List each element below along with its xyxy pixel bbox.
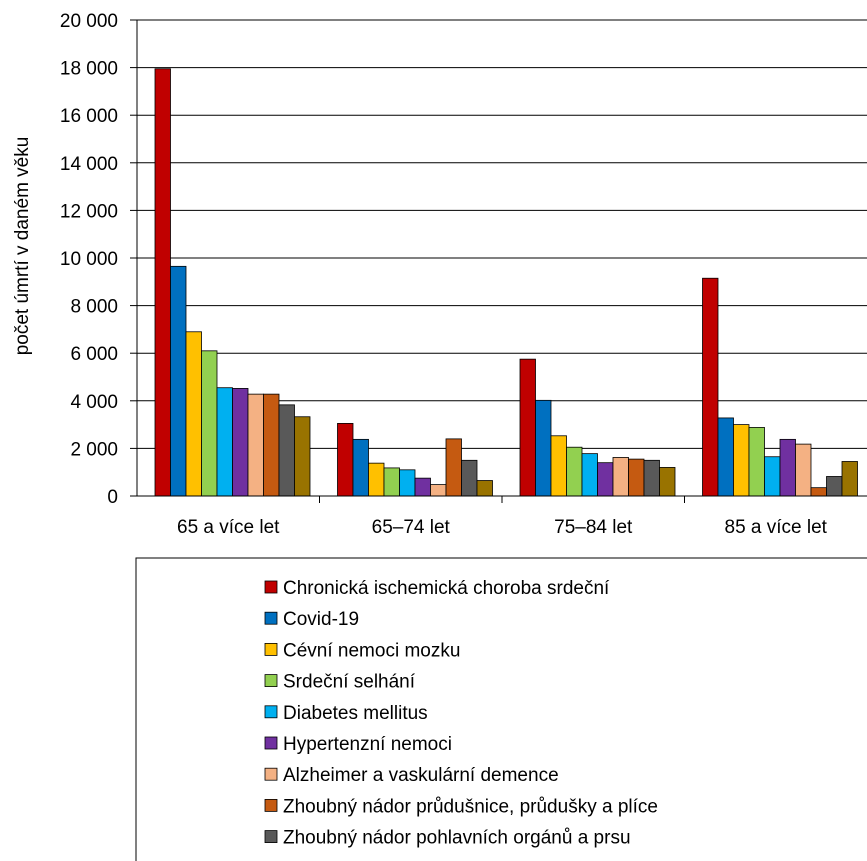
bar xyxy=(841,461,858,497)
legend-entry: Srdeční selhání xyxy=(283,672,416,693)
bar xyxy=(628,458,645,497)
bar xyxy=(337,423,354,497)
legend-swatch xyxy=(264,705,278,719)
legend-entry: Zhoubný nádor pohlavních orgánů a prsu xyxy=(283,828,631,849)
legend-swatch xyxy=(264,799,278,812)
bar xyxy=(702,277,719,497)
bar xyxy=(581,453,598,497)
x-tick-label: 65 a více let xyxy=(177,517,280,538)
legend-entry: Covid-19 xyxy=(283,609,359,630)
y-tick-label: 20 000 xyxy=(60,11,118,32)
legend: Chronická ischemická choroba srdeční Covi… xyxy=(135,557,867,861)
axes xyxy=(130,19,867,503)
bar xyxy=(659,467,676,497)
legend-entry: Diabetes mellitus xyxy=(283,703,428,724)
bar xyxy=(216,387,233,497)
bar xyxy=(764,456,781,497)
x-tick-label: 65–74 let xyxy=(372,517,451,538)
bar xyxy=(826,476,843,497)
legend-entry: Zhoubný nádor průdušnice, průdušky a plí… xyxy=(283,796,658,817)
bar xyxy=(294,416,311,497)
bar xyxy=(368,462,385,497)
y-tick-label: 18 000 xyxy=(60,59,118,80)
bar xyxy=(566,446,583,497)
bar xyxy=(352,438,369,497)
bar xyxy=(201,350,218,497)
bar xyxy=(733,424,750,497)
bar xyxy=(612,457,629,497)
y-tick-label: 10 000 xyxy=(60,249,118,270)
bar xyxy=(810,487,827,497)
bar xyxy=(795,443,812,497)
bar xyxy=(170,265,187,497)
bar xyxy=(399,469,416,497)
x-tick-label: 85 a více let xyxy=(725,517,828,538)
bars xyxy=(154,68,858,497)
bar xyxy=(232,388,249,497)
y-tick-label: 14 000 xyxy=(60,154,118,175)
legend-swatch xyxy=(264,643,278,656)
bar xyxy=(154,68,171,497)
bar xyxy=(779,438,796,497)
y-tick-label: 0 xyxy=(107,487,118,508)
y-tick-label: 12 000 xyxy=(60,201,118,222)
bar xyxy=(717,417,734,497)
y-tick-label: 4 000 xyxy=(70,392,118,413)
bar xyxy=(247,393,264,497)
legend-swatch xyxy=(264,830,278,843)
bar xyxy=(263,393,280,497)
legend-box xyxy=(135,557,867,861)
y-tick-label: 16 000 xyxy=(60,106,118,127)
bar xyxy=(597,462,614,497)
bar xyxy=(185,331,202,497)
gridlines xyxy=(137,19,867,449)
legend-entry: Zánět plic (pneumonie) xyxy=(283,859,477,861)
y-axis-title: počet úmrtí v daném věku xyxy=(12,137,33,356)
bar xyxy=(445,438,462,497)
bar xyxy=(535,399,552,497)
legend-swatch xyxy=(264,674,278,687)
legend-swatch xyxy=(264,767,278,781)
y-tick-label: 2 000 xyxy=(70,439,118,460)
legend-entry: Cévní nemoci mozku xyxy=(283,640,460,661)
legend-swatch xyxy=(264,611,278,625)
x-tick-label: 75–84 let xyxy=(554,517,633,538)
y-tick-label: 8 000 xyxy=(70,297,118,318)
bar xyxy=(414,477,431,497)
bar xyxy=(476,480,493,497)
legend-swatch xyxy=(264,736,278,750)
bar xyxy=(383,467,400,497)
legend-entry: Chronická ischemická choroba srdeční xyxy=(283,578,610,599)
bar xyxy=(550,435,567,497)
bar xyxy=(748,427,765,497)
bar xyxy=(461,459,478,497)
bar xyxy=(278,404,295,497)
legend-swatch xyxy=(264,580,278,594)
bar xyxy=(643,459,660,497)
x-tick-labels: 65 a více let 65–74 let 75–84 let 85 a více… xyxy=(177,517,828,538)
bar xyxy=(519,358,536,497)
legend-entry: Hypertenzní nemoci xyxy=(283,734,452,755)
bar xyxy=(430,484,447,497)
y-tick-labels: 0 2 000 4 000 6 000 8 000 10 000 12 000 14 000 1… xyxy=(60,11,118,508)
y-tick-label: 6 000 xyxy=(70,344,118,365)
legend-entry: Alzheimer a vaskulární demence xyxy=(283,765,559,786)
